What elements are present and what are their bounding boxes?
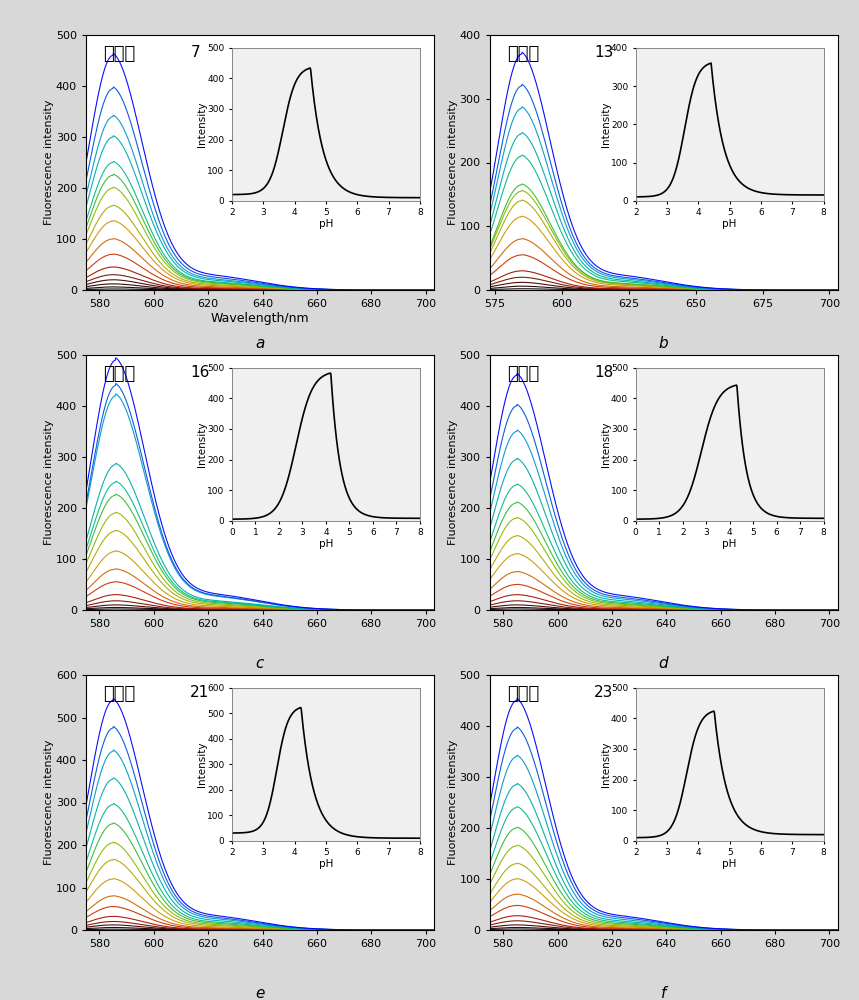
Text: a: a bbox=[255, 336, 265, 351]
Text: b: b bbox=[659, 336, 668, 351]
Text: 化合物: 化合物 bbox=[507, 685, 539, 703]
Text: 21: 21 bbox=[191, 685, 210, 700]
Text: 23: 23 bbox=[594, 685, 613, 700]
Text: 13: 13 bbox=[594, 45, 613, 60]
Text: 化合物: 化合物 bbox=[103, 365, 136, 383]
Text: 16: 16 bbox=[191, 365, 210, 380]
Y-axis label: Fluorescence intensity: Fluorescence intensity bbox=[448, 740, 458, 865]
Y-axis label: Fluorescence intensity: Fluorescence intensity bbox=[45, 740, 54, 865]
Text: 化合物: 化合物 bbox=[103, 45, 136, 63]
Y-axis label: Fluorescence intensity: Fluorescence intensity bbox=[448, 420, 458, 545]
Text: 7: 7 bbox=[191, 45, 200, 60]
Text: 化合物: 化合物 bbox=[103, 685, 136, 703]
Text: 化合物: 化合物 bbox=[507, 365, 539, 383]
Y-axis label: Fluorescence intensity: Fluorescence intensity bbox=[45, 420, 54, 545]
Text: 18: 18 bbox=[594, 365, 613, 380]
Y-axis label: Fluorescence intensity: Fluorescence intensity bbox=[448, 100, 458, 225]
Y-axis label: Fluorescence intensity: Fluorescence intensity bbox=[45, 100, 54, 225]
Text: d: d bbox=[659, 656, 668, 671]
X-axis label: Wavelength/nm: Wavelength/nm bbox=[210, 312, 309, 325]
Text: c: c bbox=[256, 656, 264, 671]
Text: 化合物: 化合物 bbox=[507, 45, 539, 63]
Text: e: e bbox=[255, 986, 265, 1000]
Text: f: f bbox=[661, 986, 667, 1000]
